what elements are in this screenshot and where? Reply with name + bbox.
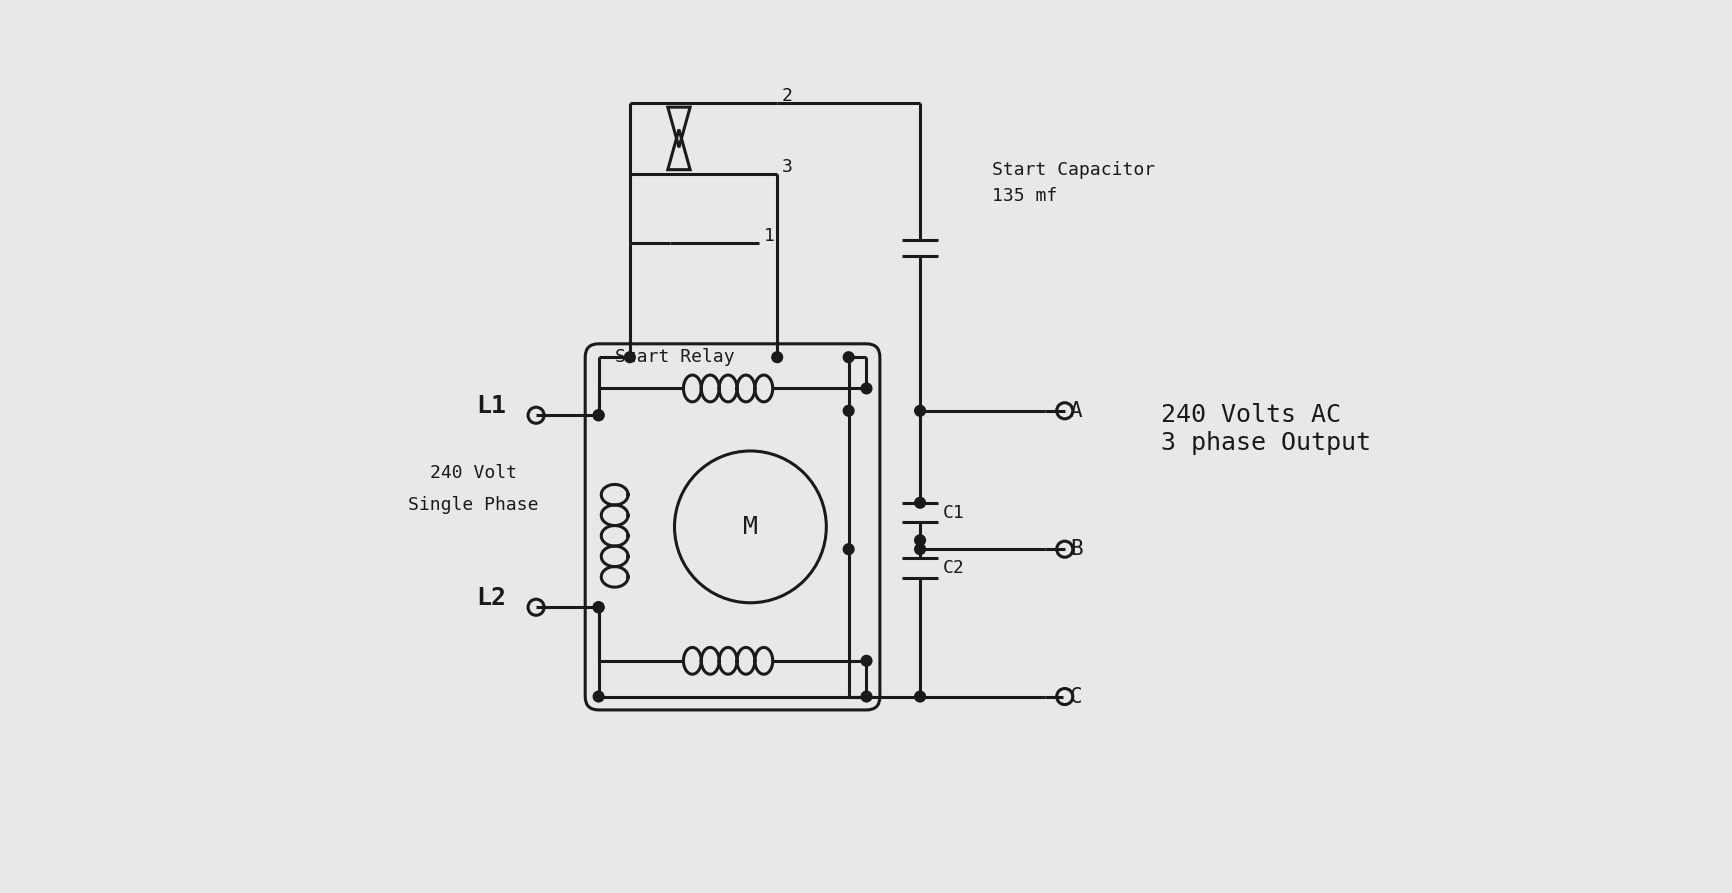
Text: A: A xyxy=(1069,401,1082,421)
Text: C: C xyxy=(1069,687,1082,706)
Circle shape xyxy=(914,535,925,546)
Circle shape xyxy=(624,352,636,363)
Text: Single Phase: Single Phase xyxy=(409,496,539,513)
Circle shape xyxy=(843,405,854,416)
Text: 240 Volt: 240 Volt xyxy=(430,464,516,482)
Circle shape xyxy=(914,497,925,508)
Text: C1: C1 xyxy=(942,504,963,522)
Text: 240 Volts AC
3 phase Output: 240 Volts AC 3 phase Output xyxy=(1160,403,1370,455)
Circle shape xyxy=(592,410,604,421)
Circle shape xyxy=(861,655,871,666)
Text: L1: L1 xyxy=(476,395,506,418)
Text: L2: L2 xyxy=(476,587,506,610)
Text: C2: C2 xyxy=(942,559,963,577)
Circle shape xyxy=(771,352,783,363)
Circle shape xyxy=(914,691,925,702)
Text: 3: 3 xyxy=(781,158,792,176)
Circle shape xyxy=(592,602,604,613)
Text: B: B xyxy=(1069,539,1082,559)
Circle shape xyxy=(592,691,604,702)
Text: 2: 2 xyxy=(781,87,792,104)
Circle shape xyxy=(914,544,925,555)
Circle shape xyxy=(861,383,871,394)
Text: Start Capacitor: Start Capacitor xyxy=(991,161,1154,179)
Text: M: M xyxy=(743,515,757,538)
Circle shape xyxy=(843,352,854,363)
Text: Start Relay: Start Relay xyxy=(615,348,734,366)
Circle shape xyxy=(914,405,925,416)
FancyBboxPatch shape xyxy=(585,344,880,710)
Text: 135 mf: 135 mf xyxy=(991,188,1057,205)
Circle shape xyxy=(592,602,604,613)
Circle shape xyxy=(592,410,604,421)
Circle shape xyxy=(843,544,854,555)
Circle shape xyxy=(861,691,871,702)
Text: 1: 1 xyxy=(764,227,774,245)
